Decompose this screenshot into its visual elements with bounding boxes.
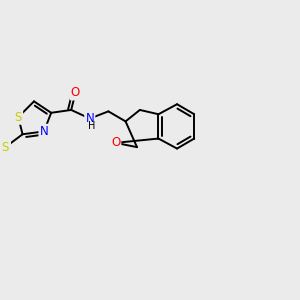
Text: N: N: [40, 125, 48, 138]
Text: O: O: [111, 136, 120, 149]
Text: S: S: [2, 141, 9, 154]
Text: N: N: [85, 112, 94, 125]
Text: H: H: [88, 121, 95, 131]
Text: O: O: [71, 86, 80, 99]
Text: S: S: [15, 111, 22, 124]
